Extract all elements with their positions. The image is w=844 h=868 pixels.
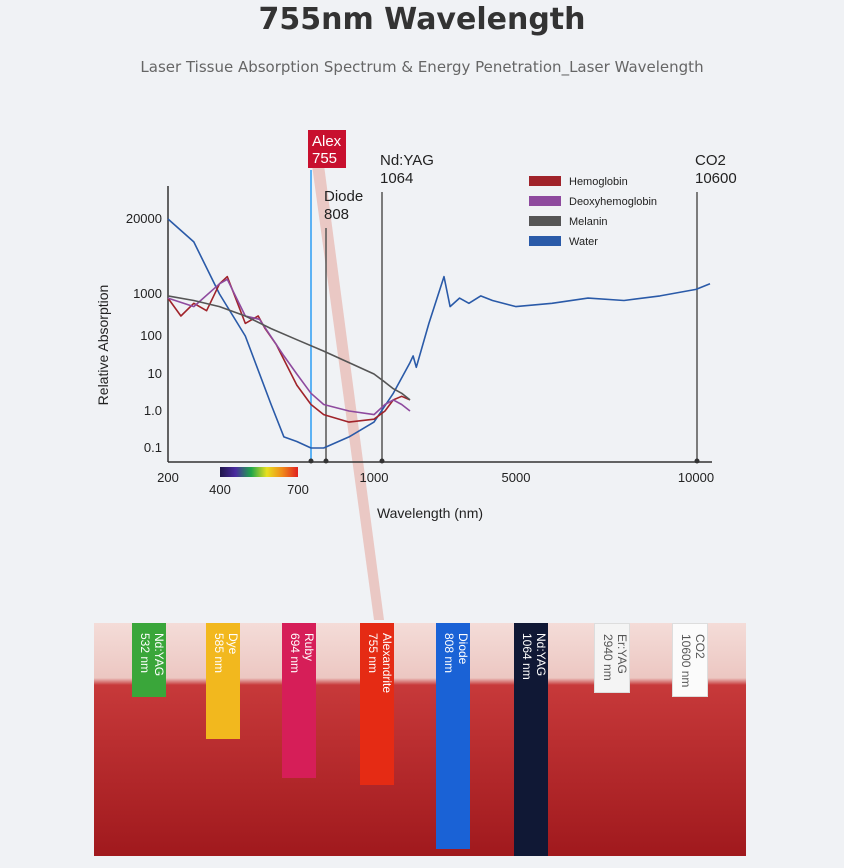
- skin-cross-section: Nd:YAG 532 nm Dye 585 nm Ruby 694 nm Alexan…: [94, 623, 746, 856]
- wavelength-band-label: Ruby 694 nm: [288, 633, 316, 674]
- series-hemoglobin: [167, 275, 411, 423]
- wavelength-band: Alexandrite 755 nm: [360, 623, 394, 785]
- marker-value: 1064: [380, 170, 413, 187]
- wavelength-band-label: CO2 10600 nm: [679, 634, 707, 688]
- page-title: 755nm Wavelength: [258, 2, 586, 37]
- legend-swatch: [529, 236, 561, 246]
- series-deoxyhemoglobin: [167, 278, 411, 416]
- wavelength-band-label: Nd:YAG 1064 nm: [520, 633, 548, 680]
- legend-label: Deoxyhemoglobin: [569, 196, 657, 208]
- wavelength-band-label: Dye 585 nm: [212, 633, 240, 674]
- legend-label: Water: [569, 236, 598, 248]
- wavelength-band: Dye 585 nm: [206, 623, 240, 739]
- energy-beam: [312, 165, 384, 620]
- marker-label: Nd:YAG: [380, 152, 434, 169]
- spectrum-end-label: 700: [287, 482, 309, 497]
- marker-dot: [308, 458, 314, 464]
- y-tick-label: 100: [140, 328, 162, 343]
- x-tick-label: 5000: [502, 470, 531, 485]
- wavelength-band: Er:YAG 2940 nm: [594, 623, 630, 693]
- legend-swatch: [529, 176, 561, 186]
- marker-value: 10600: [695, 170, 737, 187]
- wavelength-band: CO2 10600 nm: [672, 623, 708, 697]
- wavelength-band: Ruby 694 nm: [282, 623, 316, 778]
- page-subtitle: Laser Tissue Absorption Spectrum & Energ…: [140, 58, 704, 76]
- alex-marker-box: [308, 130, 346, 168]
- legend-swatch: [529, 216, 561, 226]
- marker-dot: [694, 458, 700, 464]
- legend-label: Hemoglobin: [569, 176, 628, 188]
- marker-label: Alex: [312, 133, 342, 150]
- marker-dot: [379, 458, 385, 464]
- y-tick-label: 10: [148, 366, 162, 381]
- wavelength-band-label: Er:YAG 2940 nm: [601, 634, 629, 681]
- wavelength-band-label: Alexandrite 755 nm: [366, 633, 394, 694]
- visible-spectrum-bar: [220, 467, 298, 477]
- wavelength-band: Diode 808 nm: [436, 623, 470, 849]
- legend-swatch: [529, 196, 561, 206]
- y-axis-label: Relative Absorption: [95, 285, 111, 406]
- x-axis-label: Wavelength (nm): [377, 505, 483, 521]
- y-tick-label: 1000: [133, 286, 162, 301]
- x-tick-label: 200: [157, 470, 179, 485]
- series-melanin: [167, 295, 411, 401]
- marker-value: 808: [324, 206, 349, 223]
- y-tick-label: 0.1: [144, 440, 162, 455]
- marker-label: CO2: [695, 152, 726, 169]
- wavelength-band-label: Diode 808 nm: [442, 633, 470, 674]
- y-tick-label: 1.0: [144, 403, 162, 418]
- spectrum-start-label: 400: [209, 482, 231, 497]
- wavelength-band: Nd:YAG 1064 nm: [514, 623, 548, 856]
- wavelength-band: Nd:YAG 532 nm: [132, 623, 166, 697]
- y-tick-label: 20000: [126, 211, 162, 226]
- x-tick-label: 1000: [360, 470, 389, 485]
- marker-dot: [323, 458, 329, 464]
- wavelength-band-label: Nd:YAG 532 nm: [138, 633, 166, 677]
- x-tick-label: 10000: [678, 470, 714, 485]
- marker-label: Diode: [324, 188, 363, 205]
- marker-value: 755: [312, 150, 337, 167]
- legend-label: Melanin: [569, 216, 608, 228]
- series-water: [167, 218, 711, 449]
